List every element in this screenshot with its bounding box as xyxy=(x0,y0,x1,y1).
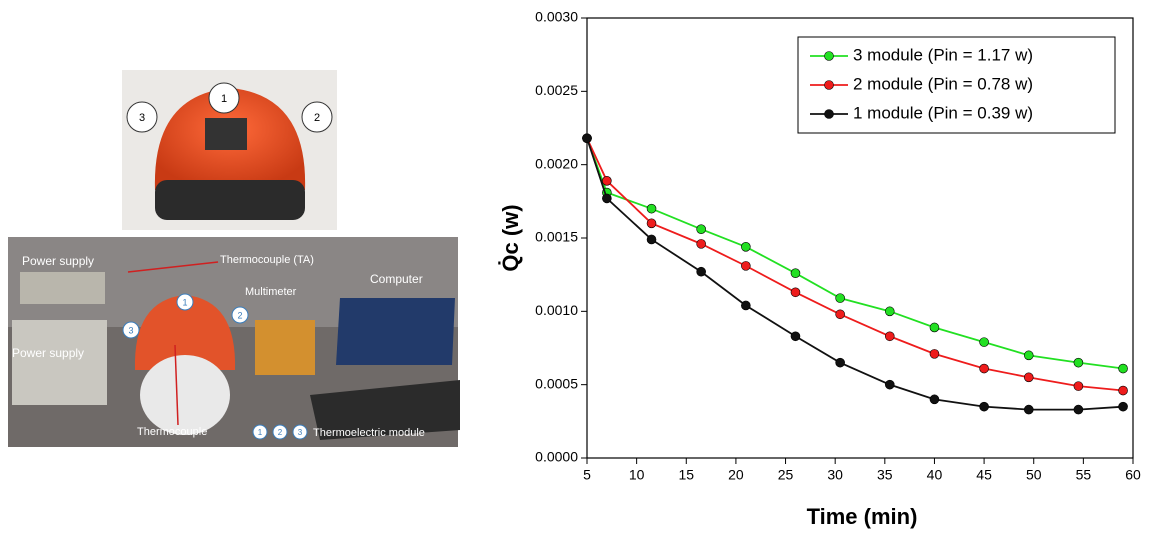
helmet-photo: 1 2 3 xyxy=(122,70,337,230)
legend-label: 1 module (Pin = 0.39 w) xyxy=(853,103,1033,122)
point xyxy=(741,242,751,252)
x-tick-label: 45 xyxy=(976,467,992,483)
point xyxy=(646,234,657,245)
point xyxy=(884,331,895,342)
point xyxy=(929,394,940,405)
photo-label: Thermoelectric module xyxy=(313,427,425,439)
point xyxy=(582,133,592,144)
legend-box xyxy=(797,36,1116,134)
x-tick-label: 25 xyxy=(778,467,794,483)
y-tick-label: 0.0005 xyxy=(535,375,578,391)
x-tick-label: 55 xyxy=(1076,467,1092,483)
point xyxy=(835,293,845,303)
point xyxy=(790,287,801,298)
marker: 3 xyxy=(298,428,303,437)
legend-label: 2 module (Pin = 0.78 w) xyxy=(853,74,1033,93)
series-line xyxy=(586,137,1124,392)
point xyxy=(696,239,706,249)
x-tick-label: 20 xyxy=(728,467,744,483)
point xyxy=(790,268,801,279)
y-tick-label: 0.0020 xyxy=(535,155,578,171)
point xyxy=(646,218,657,229)
y-axis-label: Q̇c (w) xyxy=(498,204,523,271)
series-line xyxy=(586,137,1124,370)
point xyxy=(646,203,657,214)
point xyxy=(1118,401,1128,412)
x-tick-label: 40 xyxy=(927,467,943,483)
point xyxy=(979,337,989,347)
setup-photo: 1 2 3 Power supply Thermocouple (TA) Mul… xyxy=(8,237,460,447)
photo-label: Thermocouple (TA) xyxy=(220,254,314,266)
marker: 3 xyxy=(139,112,145,124)
marker: 1 xyxy=(258,428,263,437)
y-tick-label: 0.0030 xyxy=(535,9,578,25)
point xyxy=(1073,381,1084,391)
point xyxy=(1073,404,1084,415)
y-tick-label: 0.0000 xyxy=(535,449,578,465)
legend-marker xyxy=(824,51,834,61)
legend-marker xyxy=(824,80,834,90)
x-tick-label: 15 xyxy=(678,467,694,483)
marker: 2 xyxy=(278,428,283,437)
point xyxy=(790,331,801,342)
x-tick-label: 60 xyxy=(1125,467,1141,483)
series-line xyxy=(586,137,1124,411)
x-tick-label: 35 xyxy=(877,467,893,483)
x-tick-label: 30 xyxy=(827,467,843,483)
point xyxy=(835,309,845,320)
point xyxy=(929,349,940,359)
marker: 3 xyxy=(128,325,133,335)
marker: 1 xyxy=(182,297,187,307)
point xyxy=(1023,350,1034,361)
point xyxy=(835,357,845,368)
x-tick-label: 5 xyxy=(583,467,591,483)
point xyxy=(1073,357,1084,368)
point xyxy=(602,176,612,186)
point xyxy=(1023,372,1034,383)
point xyxy=(1118,385,1128,396)
point xyxy=(696,224,706,234)
x-axis-label: Time (min) xyxy=(807,504,918,529)
point xyxy=(1023,404,1034,415)
point xyxy=(741,261,751,271)
y-tick-label: 0.0025 xyxy=(535,82,578,98)
point xyxy=(1118,363,1128,374)
y-tick-label: 0.0015 xyxy=(535,229,578,245)
photo-label: Thermocouple xyxy=(137,426,207,438)
photo-label: Multimeter xyxy=(245,286,297,298)
legend-marker xyxy=(824,109,834,119)
y-tick-label: 0.0010 xyxy=(535,302,578,318)
legend-label: 3 module (Pin = 1.17 w) xyxy=(853,45,1033,64)
point xyxy=(979,401,989,412)
point xyxy=(602,193,612,204)
point xyxy=(979,363,989,374)
point xyxy=(696,266,706,277)
photo-label: Power supply xyxy=(12,346,84,360)
point xyxy=(884,379,895,390)
x-tick-label: 10 xyxy=(629,467,645,483)
marker: 1 xyxy=(221,93,227,105)
photo-label: Computer xyxy=(370,272,423,286)
marker: 2 xyxy=(314,112,320,124)
point xyxy=(929,322,940,333)
marker: 2 xyxy=(237,310,242,320)
point xyxy=(884,306,895,317)
photo-label: Power supply xyxy=(22,254,94,268)
x-tick-label: 50 xyxy=(1026,467,1042,483)
point xyxy=(741,300,751,311)
